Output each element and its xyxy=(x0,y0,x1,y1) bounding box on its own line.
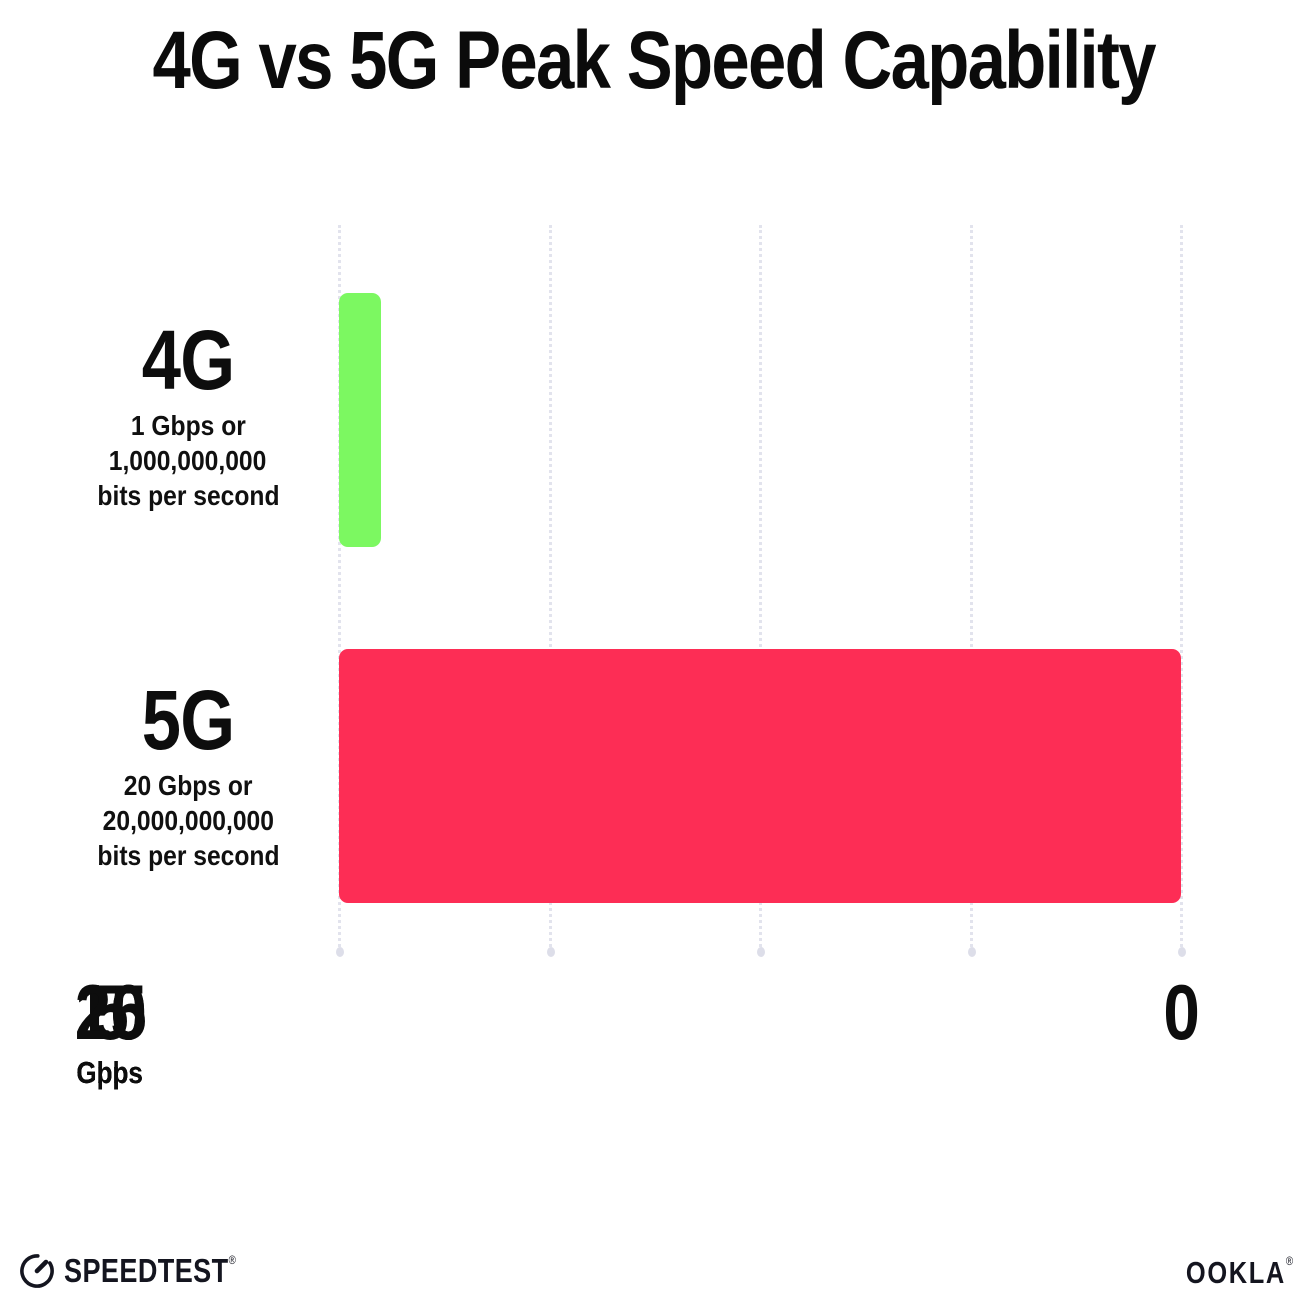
category-title-5g: 5G xyxy=(141,673,235,767)
category-description-line: 1,000,000,000 xyxy=(109,445,267,476)
gridline-20 xyxy=(1178,225,1186,957)
category-description-line: 20,000,000,000 xyxy=(102,805,274,836)
category-title-4g: 4G xyxy=(141,313,235,407)
tick-unit: Gbps xyxy=(76,1055,144,1090)
bar-5g xyxy=(339,649,1181,903)
speedtest-wordmark: SPEEDTEST® xyxy=(64,1252,237,1289)
ookla-logo: OOKLA® xyxy=(1162,1254,1295,1291)
tick-unit: Gpbs xyxy=(76,1055,144,1090)
plot-area xyxy=(336,225,1186,957)
x-tick-0: 0 xyxy=(1071,972,1291,1090)
gridline-15 xyxy=(967,225,976,957)
category-description-line: 20 Gbps or xyxy=(123,770,253,801)
tick-number: 5 xyxy=(92,968,128,1056)
category-label-4g: 4G 1 Gbps or 1,000,000,000 bits per seco… xyxy=(28,312,348,513)
speedtest-trademark: ® xyxy=(228,1253,237,1267)
tick-unit: Gbps xyxy=(76,1055,144,1090)
ookla-wordmark: OOKLA® xyxy=(1186,1254,1295,1290)
category-description-line: bits per second xyxy=(96,480,280,511)
category-description-line: bits per second xyxy=(96,840,280,871)
category-description-line: 1 Gbps or xyxy=(130,410,246,441)
gridline-0 xyxy=(336,225,344,957)
bar-4g xyxy=(339,293,382,547)
speedtest-logo: SPEEDTEST® xyxy=(18,1252,274,1290)
gridline-10 xyxy=(757,225,765,957)
tick-number: 0 xyxy=(1163,968,1199,1056)
x-tick-15: 15 Gbps xyxy=(0,972,220,1090)
x-tick-10: 10 Gpbs xyxy=(0,972,220,1090)
tick-number: 20 xyxy=(74,968,146,1056)
x-tick-5: 5 Gbps xyxy=(0,972,220,1090)
page-title: 4G vs 5G Peak Speed Capability xyxy=(0,14,1308,108)
x-tick-20: 20 Gbps xyxy=(0,972,220,1090)
page-title-text: 4G vs 5G Peak Speed Capability xyxy=(152,15,1157,106)
gridline-5 xyxy=(546,225,555,957)
speedtest-gauge-icon xyxy=(20,1254,54,1288)
tick-unit: Gbps xyxy=(76,1055,144,1090)
ookla-trademark: ® xyxy=(1286,1254,1295,1268)
tick-number: 15 xyxy=(74,968,146,1056)
tick-number: 10 xyxy=(74,968,146,1056)
category-label-5g: 5G 20 Gbps or 20,000,000,000 bits per se… xyxy=(28,672,348,873)
tick-unit xyxy=(1071,1056,1291,1090)
